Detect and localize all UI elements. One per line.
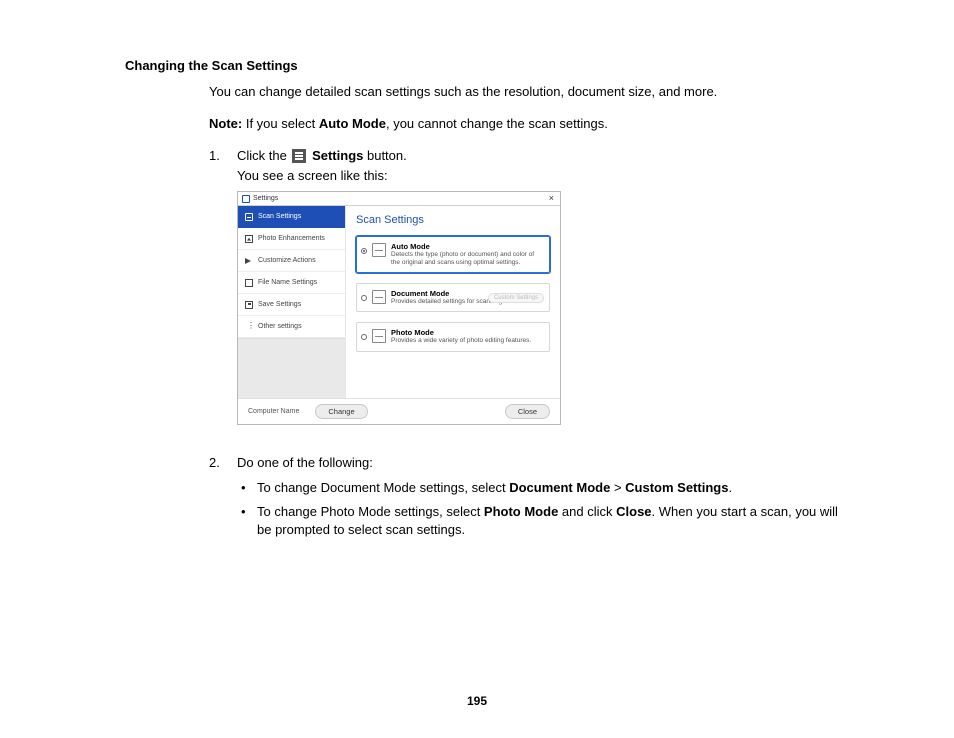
dialog-title: Settings: [253, 195, 278, 202]
bullet-2: • To change Photo Mode settings, select …: [237, 503, 854, 539]
settings-icon: [292, 149, 306, 163]
settings-dialog-screenshot: Settings × Scan Settings Photo Enhanceme…: [237, 191, 854, 425]
note-label: Note:: [209, 116, 242, 131]
step-1-line1: Click the Settings button.: [237, 146, 854, 166]
scan-icon: [245, 213, 253, 221]
step-1-number: 1.: [209, 146, 237, 185]
radio-photo[interactable]: [361, 334, 367, 340]
change-button[interactable]: Change: [315, 404, 367, 419]
sidebar-item-scan-settings[interactable]: Scan Settings: [238, 206, 345, 228]
mode-auto-desc: Detects the type (photo or document) and…: [391, 251, 543, 267]
radio-document[interactable]: [361, 295, 367, 301]
b2-b: Photo Mode: [484, 504, 558, 519]
note-mid1: If you select: [242, 116, 319, 131]
dialog-main-pane: Scan Settings Auto Mode Detects the type…: [346, 206, 560, 398]
step-2: 2. Do one of the following: • To change …: [209, 453, 854, 545]
bullet-2-text: To change Photo Mode settings, select Ph…: [257, 503, 854, 539]
step-1-line2: You see a screen like this:: [237, 166, 854, 186]
note-bold: Auto Mode: [319, 116, 386, 131]
step-1-a: Click the: [237, 148, 290, 163]
dialog-titlebar: Settings ×: [238, 192, 560, 206]
mode-photo-desc: Provides a wide variety of photo editing…: [391, 337, 543, 345]
sidebar-item-save-settings[interactable]: Save Settings: [238, 294, 345, 316]
mode-auto[interactable]: Auto Mode Detects the type (photo or doc…: [356, 236, 550, 273]
photo-mode-icon: [372, 329, 386, 343]
b1-e: .: [728, 480, 732, 495]
mode-auto-title: Auto Mode: [391, 242, 543, 251]
close-icon[interactable]: ×: [547, 194, 556, 203]
mode-photo[interactable]: Photo Mode Provides a wide variety of ph…: [356, 322, 550, 351]
sidebar-label-5: Other settings: [258, 323, 302, 330]
dialog-sidebar: Scan Settings Photo Enhancements Customi…: [238, 206, 346, 398]
file-icon: [245, 279, 253, 287]
custom-settings-button[interactable]: Custom Settings: [488, 293, 544, 303]
settings-dialog: Settings × Scan Settings Photo Enhanceme…: [237, 191, 561, 425]
save-icon: [245, 301, 253, 309]
step-1-b: Settings: [308, 148, 363, 163]
step-1-c: button.: [363, 148, 406, 163]
send-icon: [245, 258, 253, 264]
close-button[interactable]: Close: [505, 404, 550, 419]
auto-mode-icon: [372, 243, 386, 257]
mode-document[interactable]: Document Mode Provides detailed settings…: [356, 283, 550, 312]
bullet-1-text: To change Document Mode settings, select…: [257, 479, 732, 497]
step-1: 1. Click the Settings button. You see a …: [209, 146, 854, 185]
dialog-footer: Computer Name Change Close: [238, 398, 560, 424]
sidebar-label-0: Scan Settings: [258, 213, 301, 220]
pane-title: Scan Settings: [356, 214, 550, 226]
sidebar-label-4: Save Settings: [258, 301, 301, 308]
bullet-1: • To change Document Mode settings, sele…: [237, 479, 854, 497]
b1-b: Document Mode: [509, 480, 610, 495]
photo-icon: [245, 235, 253, 243]
note-line: Note: If you select Auto Mode, you canno…: [209, 115, 854, 133]
b1-c: >: [610, 480, 625, 495]
bullet-dot: •: [237, 479, 257, 497]
b2-c: and click: [558, 504, 616, 519]
note-mid2: , you cannot change the scan settings.: [386, 116, 608, 131]
step-2-text: Do one of the following:: [237, 453, 854, 473]
section-heading: Changing the Scan Settings: [125, 58, 854, 73]
intro-text: You can change detailed scan settings su…: [209, 83, 854, 101]
sidebar-item-file-name-settings[interactable]: File Name Settings: [238, 272, 345, 294]
sidebar-spacer: [238, 338, 345, 398]
sidebar-label-3: File Name Settings: [258, 279, 317, 286]
computer-name-label: Computer Name: [248, 408, 299, 415]
b2-a: To change Photo Mode settings, select: [257, 504, 484, 519]
sidebar-item-customize-actions[interactable]: Customize Actions: [238, 250, 345, 272]
sidebar-item-photo-enhancements[interactable]: Photo Enhancements: [238, 228, 345, 250]
more-icon: [245, 323, 253, 331]
document-mode-icon: [372, 290, 386, 304]
radio-auto[interactable]: [361, 248, 367, 254]
step-2-number: 2.: [209, 453, 237, 545]
sidebar-label-1: Photo Enhancements: [258, 235, 325, 242]
b1-a: To change Document Mode settings, select: [257, 480, 509, 495]
sidebar-label-2: Customize Actions: [258, 257, 316, 264]
mode-photo-title: Photo Mode: [391, 328, 543, 337]
page-number: 195: [0, 694, 954, 708]
app-icon: [242, 195, 250, 203]
sidebar-item-other-settings[interactable]: Other settings: [238, 316, 345, 338]
bullet-dot: •: [237, 503, 257, 539]
b1-d: Custom Settings: [625, 480, 728, 495]
b2-d: Close: [616, 504, 651, 519]
